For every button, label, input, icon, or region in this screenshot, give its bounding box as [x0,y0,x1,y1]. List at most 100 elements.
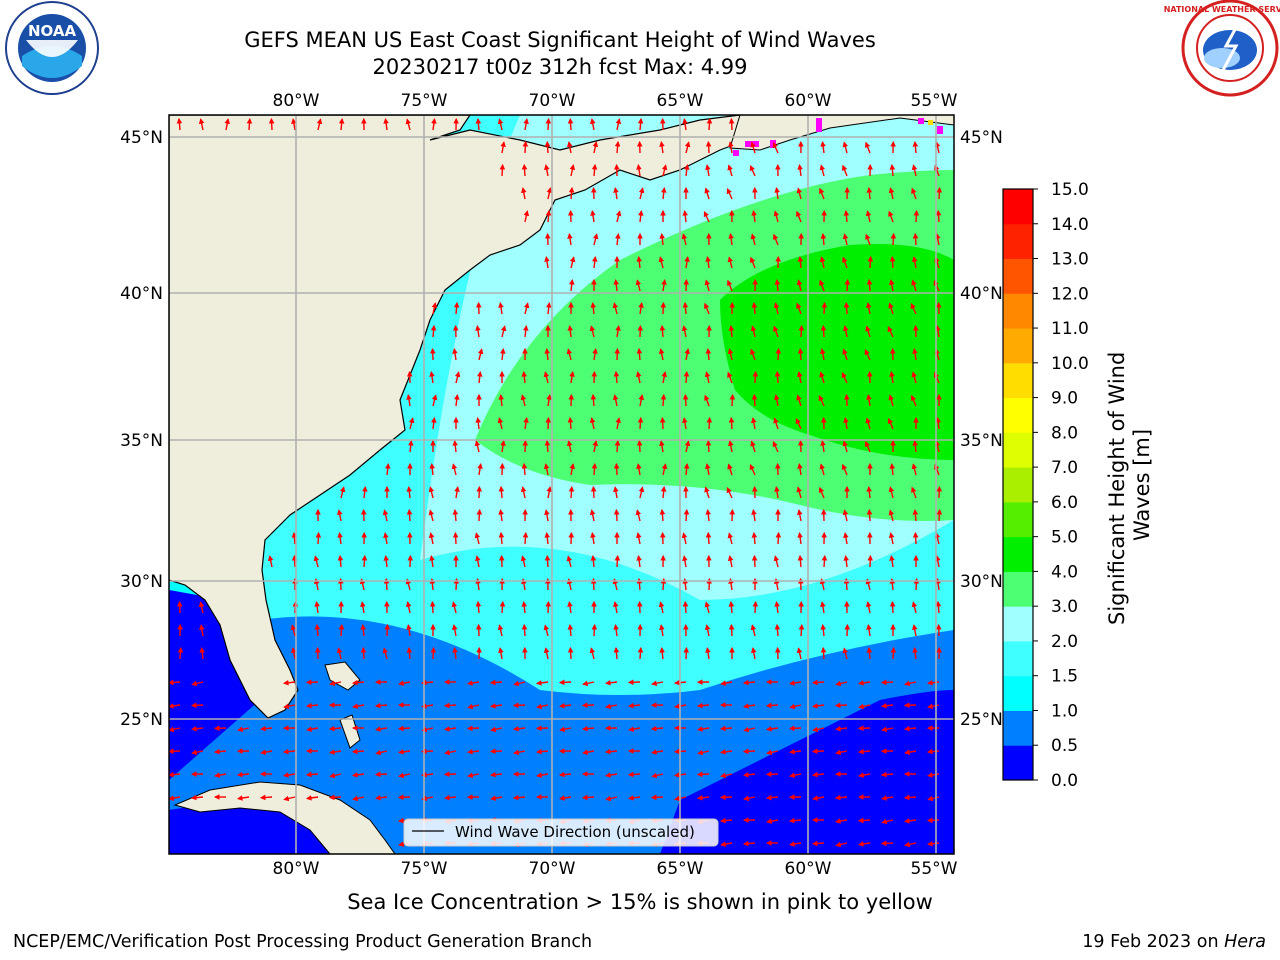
wind-wave-arrow [613,508,620,522]
wind-wave-arrow [429,462,436,476]
footer-date-text: 19 Feb 2023 [1082,932,1192,952]
wind-wave-arrow [927,795,940,802]
wind-wave-arrow [306,726,319,732]
wind-wave-arrow [661,164,668,177]
wind-wave-arrow [522,324,529,338]
wind-wave-arrow [750,141,756,154]
lon-label: 70°W [529,91,576,111]
wind-wave-arrow [819,256,826,269]
wind-wave-arrow [750,325,757,338]
wind-wave-arrow [581,725,595,732]
wind-wave-arrow [374,702,388,709]
wind-wave-arrow [305,795,319,801]
wind-wave-arrow [615,118,622,131]
wind-wave-arrow [889,462,896,476]
wind-wave-arrow [888,394,894,407]
wind-wave-arrow [521,623,528,637]
wind-wave-arrow [751,301,758,315]
wind-wave-arrow [405,118,412,131]
wind-wave-arrow [477,462,483,476]
wind-wave-arrow [743,795,756,801]
wind-wave-arrow [398,680,411,686]
wind-wave-arrow [444,749,457,756]
wind-wave-arrow [750,440,756,453]
wind-wave-arrow [544,531,551,545]
wind-wave-arrow [843,554,850,568]
wind-wave-arrow [536,703,549,710]
colorbar-tick-label: 15.0 [1051,180,1089,200]
wind-wave-arrow [660,186,667,200]
wind-wave-arrow [726,187,733,200]
wind-wave-arrow [500,439,506,453]
wind-wave-arrow [452,347,458,361]
wind-wave-arrow [774,278,781,292]
wind-wave-arrow [728,324,735,338]
wind-wave-arrow [615,210,622,223]
wind-wave-arrow [545,117,552,131]
wind-wave-arrow [605,703,618,709]
wind-wave-arrow [696,702,710,709]
wind-wave-arrow [651,680,664,686]
wind-wave-arrow [727,555,734,568]
wind-wave-arrow [430,416,437,430]
wind-wave-arrow [705,140,712,154]
wind-wave-arrow [627,795,641,801]
wind-wave-arrow [835,680,848,687]
wind-wave-arrow [820,439,826,453]
wind-wave-arrow [558,679,572,686]
wind-wave-arrow [659,508,666,522]
wind-wave-arrow [169,679,181,686]
wind-wave-arrow [796,647,803,660]
wind-wave-arrow [706,117,713,131]
wind-wave-arrow [638,301,644,315]
wind-wave-arrow [567,232,573,246]
wind-wave-arrow [765,794,779,801]
wind-wave-arrow [430,324,437,338]
wind-wave-arrow [428,532,435,545]
wind-wave-arrow [841,463,848,476]
wind-wave-arrow [627,771,641,778]
wind-wave-arrow [842,348,848,361]
wind-wave-arrow [696,726,710,732]
wind-wave-arrow [798,623,805,637]
wind-wave-arrow [351,772,365,778]
wind-wave-arrow [592,233,599,246]
wind-wave-arrow [866,646,873,660]
wind-wave-arrow [566,555,573,568]
wind-wave-arrow [405,601,412,614]
lon-labels-top: 80°W 75°W 70°W 65°W 60°W 55°W [273,91,958,111]
wind-wave-arrow [523,118,529,131]
lon-label: 75°W [401,91,448,111]
wind-wave-arrow [650,749,664,755]
lon-label: 55°W [911,91,958,111]
south-east-low-band [660,690,954,854]
wind-wave-arrow [429,554,435,568]
wind-wave-arrow [429,370,435,384]
wind-wave-arrow [383,117,389,131]
colorbar-tick-label: 5.0 [1051,528,1078,548]
wind-wave-arrow [683,508,690,522]
wind-wave-arrow [283,795,296,802]
colorbar-ticks: 0.0 0.5 1.0 1.5 2.0 3.0 4.0 5.0 6.0 7.0 8.0 9.0 10.0… [1033,180,1089,791]
colorbar-tick-label: 10.0 [1051,354,1089,374]
wind-wave-arrow [880,840,894,847]
wind-wave-arrow [305,771,319,778]
wind-wave-arrow [844,278,851,292]
wind-wave-arrow [589,509,596,522]
wind-wave-arrow [911,187,917,200]
wind-wave-arrow [726,486,733,499]
wind-wave-arrow [926,772,940,778]
nws-logo: NATIONAL WEATHER SERVICE [1164,0,1280,97]
wind-wave-arrow [467,772,480,778]
wind-wave-arrow [682,600,689,614]
wind-wave-arrow [236,795,250,801]
wind-wave-arrow [834,818,848,824]
wind-wave-arrow [315,531,322,545]
wind-wave-arrow [751,393,758,407]
wind-wave-arrow [819,164,826,177]
wind-wave-arrow [727,532,734,545]
sea-ice-patch [928,120,933,125]
wind-wave-arrow [727,164,733,177]
wind-wave-arrow [704,601,711,614]
wind-wave-arrow [329,772,342,779]
